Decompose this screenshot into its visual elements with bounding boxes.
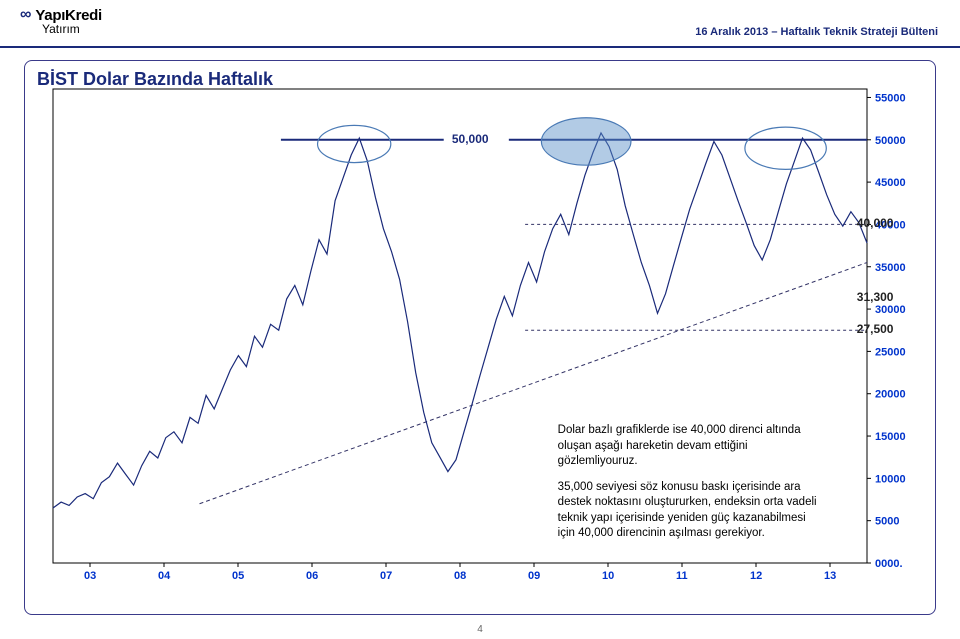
- svg-text:09: 09: [528, 570, 540, 582]
- commentary-p2: 35,000 seviyesi söz konusu baskı içerisi…: [558, 480, 818, 542]
- page-header: ∞ YapıKredi Yatırım 16 Aralık 2013 – Haf…: [0, 0, 960, 48]
- svg-text:03: 03: [84, 570, 96, 582]
- chart-frame: BİST Dolar Bazında Haftalık 0000.5000100…: [24, 60, 936, 615]
- svg-text:05: 05: [232, 570, 244, 582]
- svg-text:08: 08: [454, 570, 466, 582]
- svg-text:55000: 55000: [875, 92, 906, 104]
- svg-text:10000: 10000: [875, 473, 906, 485]
- svg-text:04: 04: [158, 570, 171, 582]
- svg-text:07: 07: [380, 570, 392, 582]
- level-40000-label: 40,000: [857, 216, 894, 230]
- commentary-p1: Dolar bazlı grafiklerde ise 40,000 diren…: [558, 423, 818, 470]
- svg-text:5000: 5000: [875, 516, 899, 528]
- logo-wordmark: YapıKredi: [35, 7, 102, 24]
- commentary-box: Dolar bazlı grafiklerde ise 40,000 diren…: [558, 423, 818, 552]
- svg-text:10: 10: [602, 570, 614, 582]
- page-number: 4: [477, 624, 483, 635]
- svg-text:30000: 30000: [875, 304, 906, 316]
- logo-mark-icon: ∞: [20, 6, 31, 24]
- svg-text:11: 11: [676, 570, 688, 582]
- svg-text:45000: 45000: [875, 177, 906, 189]
- resistance-50000-label: 50,000: [452, 132, 489, 146]
- report-date-line: 16 Aralık 2013 – Haftalık Teknik Stratej…: [695, 26, 938, 38]
- level-31300-label: 31,300: [857, 290, 894, 304]
- svg-text:35000: 35000: [875, 262, 906, 274]
- svg-text:06: 06: [306, 570, 318, 582]
- level-27500-label: 27,500: [857, 322, 894, 336]
- svg-text:13: 13: [824, 570, 836, 582]
- svg-text:12: 12: [750, 570, 762, 582]
- svg-text:50000: 50000: [875, 135, 906, 147]
- svg-text:25000: 25000: [875, 346, 906, 358]
- svg-text:15000: 15000: [875, 431, 906, 443]
- svg-text:20000: 20000: [875, 389, 906, 401]
- svg-text:0000.: 0000.: [875, 558, 903, 570]
